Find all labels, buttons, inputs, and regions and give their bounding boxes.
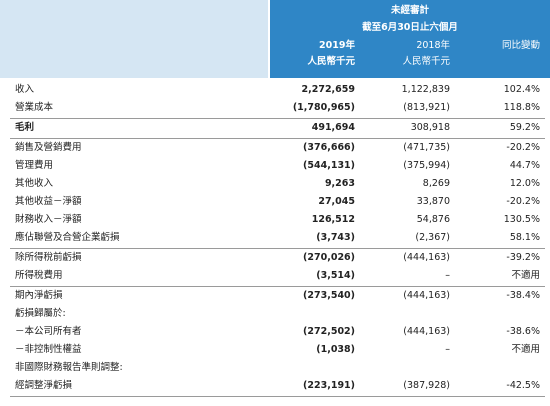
- row-label: 其他收益－淨額: [15, 196, 82, 207]
- row-label: 期內淨虧損: [15, 290, 63, 301]
- value-change: 不適用: [511, 344, 540, 355]
- value-2018: (375,994): [403, 160, 450, 171]
- col-year: 2019年: [319, 40, 355, 51]
- row-label: －非控制性權益: [15, 344, 82, 355]
- value-2018: (813,921): [403, 102, 450, 113]
- value-2019: 126,512: [311, 214, 355, 225]
- col-year: 2018年: [416, 40, 450, 51]
- separator: [10, 286, 545, 287]
- row-label: 所得稅費用: [15, 270, 63, 281]
- row-label: 除所得稅前虧損: [15, 252, 82, 263]
- row-label: 銷售及營銷費用: [15, 142, 82, 153]
- value-2018: 308,918: [410, 122, 450, 133]
- value-2018: –: [445, 344, 450, 355]
- value-change: 59.2%: [509, 122, 540, 133]
- value-2019: 27,045: [318, 196, 355, 207]
- row-label: 管理費用: [15, 160, 54, 171]
- value-2019: (3,514): [316, 270, 355, 281]
- header-title: 未經審計: [390, 5, 430, 16]
- row-label: 經調整淨虧損: [15, 380, 73, 391]
- row-label: －本公司所有者: [15, 326, 82, 337]
- value-2019: (270,026): [303, 252, 355, 263]
- value-change: 44.7%: [509, 160, 540, 171]
- value-2018: 1,122,839: [401, 84, 450, 95]
- col-change: 同比變動: [501, 40, 540, 51]
- value-change: 12.0%: [509, 178, 540, 189]
- value-2019: 2,272,659: [301, 84, 356, 95]
- value-change: -39.2%: [506, 252, 540, 263]
- row-label: 毛利: [15, 122, 35, 133]
- value-change: 不適用: [511, 270, 540, 281]
- value-2018: (444,163): [403, 290, 450, 301]
- value-2019: (376,666): [303, 142, 355, 153]
- value-2018: (444,163): [403, 252, 450, 263]
- value-2019: (223,191): [303, 380, 355, 391]
- value-2018: (444,163): [403, 326, 450, 337]
- separator: [10, 248, 545, 249]
- value-2018: –: [445, 270, 450, 281]
- row-label: 營業成本: [15, 102, 54, 113]
- separator: [10, 118, 545, 119]
- value-change: -42.5%: [506, 380, 540, 391]
- value-change: -20.2%: [506, 196, 540, 207]
- value-2018: 33,870: [416, 196, 450, 207]
- value-2019: 491,694: [311, 122, 355, 133]
- value-2019: (544,131): [303, 160, 355, 171]
- value-change: -38.4%: [506, 290, 540, 301]
- value-change: -20.2%: [506, 142, 540, 153]
- value-change: -38.6%: [506, 326, 540, 337]
- col-unit: 人民幣千元: [307, 56, 355, 67]
- row-label: 虧損歸屬於:: [15, 308, 66, 319]
- value-change: 130.5%: [503, 214, 540, 225]
- col-unit: 人民幣千元: [402, 56, 450, 67]
- header-band-right: [270, 0, 550, 78]
- value-2018: 54,876: [416, 214, 450, 225]
- row-label: 收入: [15, 84, 35, 95]
- value-2019: (1,780,965): [292, 102, 355, 113]
- value-2018: (387,928): [403, 380, 450, 391]
- value-2018: (471,735): [403, 142, 450, 153]
- row-label: 應佔聯營及合營企業虧損: [15, 232, 120, 243]
- value-2019: (273,540): [303, 290, 355, 301]
- value-2019: (3,743): [316, 232, 355, 243]
- value-2018: (2,367): [415, 232, 450, 243]
- header-band-left: [0, 0, 268, 78]
- value-change: 118.8%: [503, 102, 540, 113]
- value-2018: 8,269: [422, 178, 450, 189]
- separator: [10, 396, 545, 397]
- row-label: 非國際財務報告準則調整:: [15, 362, 123, 373]
- separator: [10, 138, 545, 139]
- value-change: 58.1%: [509, 232, 540, 243]
- header-period: 截至6月30日止六個月: [362, 22, 458, 33]
- row-label: 其他收入: [15, 178, 54, 189]
- value-2019: (272,502): [303, 326, 355, 337]
- row-label: 財務收入－淨額: [15, 214, 82, 225]
- value-2019: 9,263: [324, 178, 355, 189]
- value-2019: (1,038): [316, 344, 355, 355]
- value-change: 102.4%: [503, 84, 540, 95]
